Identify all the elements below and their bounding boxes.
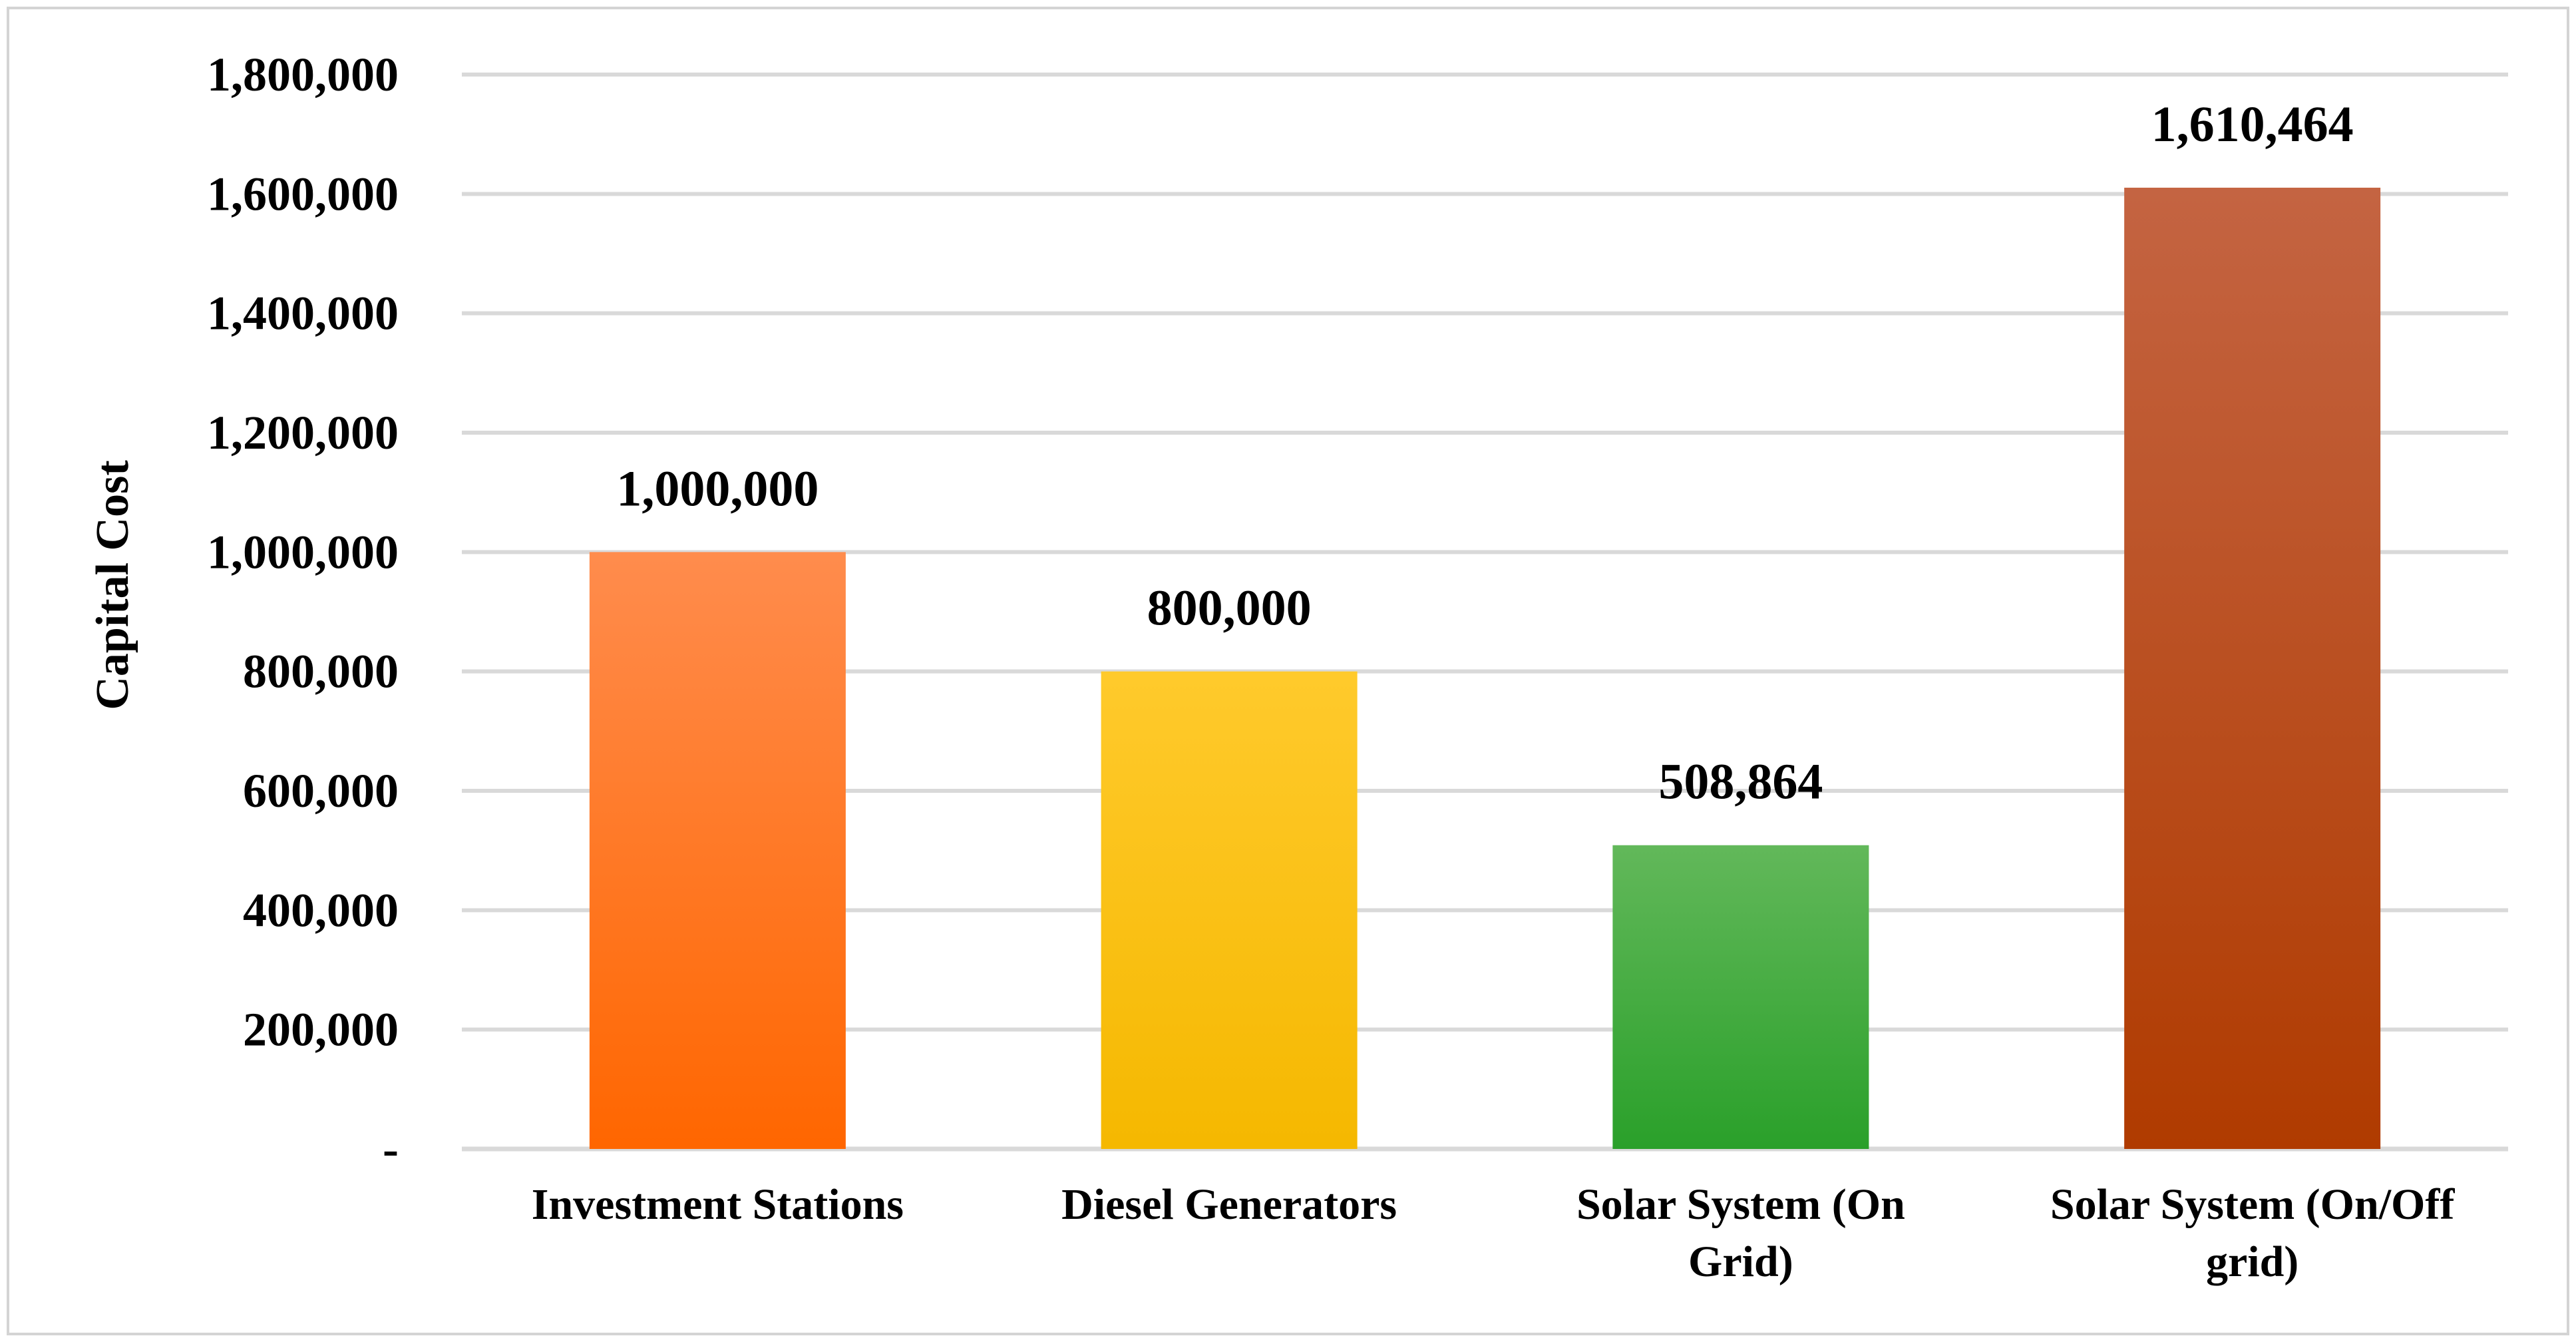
- y-axis-title: Capital Cost: [87, 460, 138, 710]
- data-label: 1,000,000: [616, 461, 819, 517]
- x-category-label: Solar System (On Grid): [1576, 1180, 1905, 1286]
- bars: [589, 187, 2381, 1149]
- y-tick-label: -: [383, 1122, 399, 1176]
- y-tick-label: 1,000,000: [207, 525, 399, 578]
- x-axis-categories: Investment Stations Diesel Generators Sola…: [532, 1180, 2456, 1286]
- bar-chart: -200,000400,000600,000800,0001,000,0001,…: [87, 48, 2508, 1286]
- y-tick-label: 200,000: [243, 1003, 399, 1056]
- data-label: 1,610,464: [2151, 97, 2354, 152]
- y-tick-label: 400,000: [243, 883, 399, 937]
- data-label: 800,000: [1147, 580, 1312, 636]
- y-tick-label: 800,000: [243, 645, 399, 698]
- x-category-label: Investment Stations: [532, 1180, 904, 1229]
- x-category-label: Solar System (On/Off grid): [2050, 1180, 2455, 1286]
- y-tick-label: 600,000: [243, 764, 399, 817]
- x-category-label: Diesel Generators: [1061, 1180, 1397, 1229]
- y-axis-ticks: - 200,000 400,000 600,000 800,000 1,000,000 1,…: [207, 48, 399, 1176]
- bar: [1101, 671, 1358, 1149]
- y-tick-label: 1,400,000: [207, 287, 399, 340]
- bar: [589, 552, 846, 1149]
- data-labels: 1,000,000 800,000 508,864 1,610,464: [616, 97, 2353, 810]
- chart-frame: -200,000 400,000 600,000 800,000 1,000,000 1,…: [7, 7, 2569, 1335]
- data-label: 508,864: [1658, 754, 1823, 810]
- bar: [1612, 845, 1869, 1149]
- y-tick-label: 1,200,000: [207, 406, 399, 459]
- y-tick-label: 1,800,000: [207, 48, 399, 101]
- bar: [2124, 187, 2381, 1149]
- y-tick-label: 1,600,000: [207, 167, 399, 220]
